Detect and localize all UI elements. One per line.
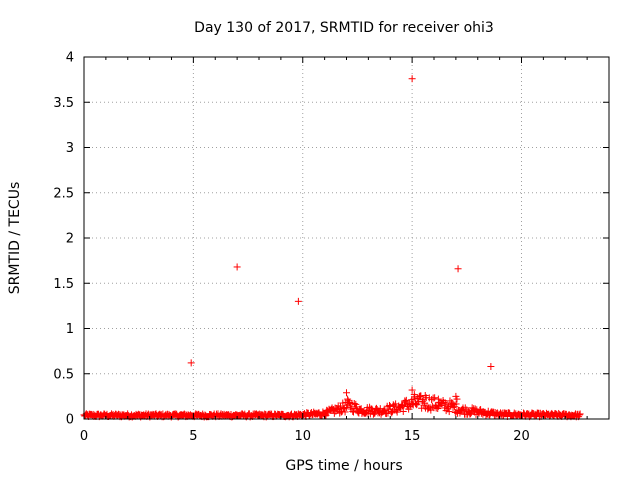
x-axis-label: GPS time / hours <box>285 458 402 474</box>
y-tick-label: 4 <box>66 51 74 66</box>
data-point <box>487 363 495 371</box>
y-tick-label: 0 <box>66 413 74 428</box>
y-tick-label: 3 <box>66 141 74 156</box>
data-point-dense <box>468 404 476 412</box>
chart-title: Day 130 of 2017, SRMTID for receiver ohi… <box>194 20 494 36</box>
data-point-dense <box>575 411 583 419</box>
data-point-dense <box>399 407 407 415</box>
data-point-dense <box>387 408 395 416</box>
data-point-dense <box>336 403 344 411</box>
data-point-dense <box>386 402 394 410</box>
y-tick-label: 1 <box>66 322 74 337</box>
data-point <box>434 395 442 403</box>
data-point-dense <box>369 410 377 418</box>
data-point-dense <box>415 393 423 401</box>
data-point-dense <box>576 410 584 418</box>
data-point <box>187 359 195 367</box>
data-point-dense <box>401 397 409 405</box>
x-tick-label: 0 <box>80 429 88 444</box>
data-point-dense <box>339 399 347 407</box>
y-tick-label: 2 <box>66 232 74 247</box>
data-point-dense <box>442 407 450 415</box>
axis-ticks: 0 5 10 15 20 0 0.5 1 1.5 2 2.5 3 3.5 4 <box>53 51 609 444</box>
y-axis-label: SRMTID / TECUs <box>7 182 23 295</box>
y-tick-label: 2.5 <box>53 186 74 201</box>
data-point <box>233 263 241 271</box>
x-tick-label: 10 <box>294 429 311 444</box>
data-point-dense <box>448 399 456 407</box>
data-point-dense <box>431 394 439 402</box>
data-point-dense <box>340 405 348 413</box>
data-point <box>421 391 429 399</box>
grid-lines <box>84 57 609 419</box>
y-tick-label: 0.5 <box>53 367 74 382</box>
data-point-dense <box>361 409 369 417</box>
x-tick-label: 20 <box>513 429 530 444</box>
plot-frame <box>83 56 610 420</box>
data-points <box>80 75 584 421</box>
data-point-dense <box>399 402 406 410</box>
data-point <box>410 391 418 399</box>
x-tick-label: 15 <box>404 429 421 444</box>
data-point-dense <box>445 408 453 416</box>
data-point-dense <box>321 412 329 420</box>
data-point <box>453 395 461 403</box>
data-point-dense <box>393 408 401 416</box>
data-point-dense <box>341 408 349 416</box>
data-point-dense <box>388 409 396 417</box>
y-tick-label: 3.5 <box>53 96 74 111</box>
data-point <box>408 75 416 83</box>
y-tick-label: 1.5 <box>53 277 74 292</box>
data-point <box>344 395 352 403</box>
data-point-dense <box>402 396 410 404</box>
data-point-dense <box>452 400 460 408</box>
data-point <box>408 386 416 394</box>
data-point <box>454 265 462 273</box>
data-point-dense <box>441 399 449 407</box>
data-point <box>294 297 302 305</box>
data-point-dense <box>482 411 490 419</box>
data-point-dense <box>412 399 420 407</box>
x-tick-label: 5 <box>189 429 197 444</box>
data-point <box>343 389 350 397</box>
data-point-dense <box>415 398 423 406</box>
